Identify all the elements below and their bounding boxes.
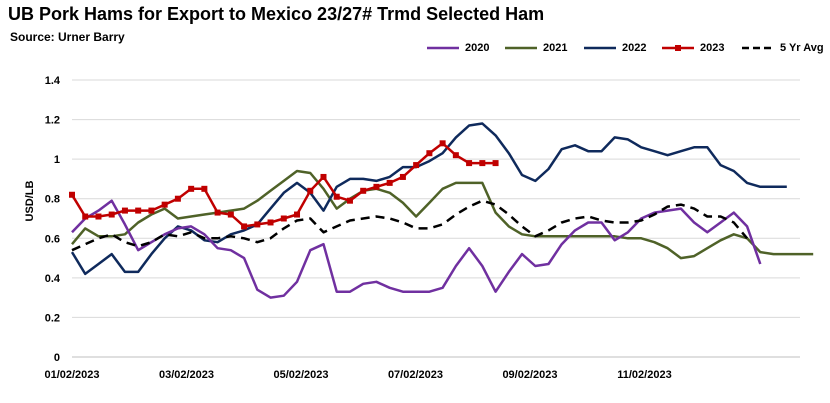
data-point bbox=[466, 160, 473, 167]
x-tick-labels: 01/02/2023 03/02/2023 05/02/2023 07/02/2023… bbox=[44, 369, 671, 381]
data-point bbox=[135, 207, 142, 214]
data-point bbox=[346, 197, 353, 204]
data-point bbox=[188, 185, 195, 192]
data-point bbox=[82, 213, 89, 220]
y-tick-label: 1.2 bbox=[45, 115, 60, 127]
y-axis-label: USD/LB bbox=[24, 180, 36, 221]
data-point bbox=[399, 173, 406, 180]
data-point bbox=[439, 140, 446, 147]
x-tick-label: 11/02/2023 bbox=[617, 369, 671, 381]
gridlines bbox=[72, 79, 800, 318]
y-tick-label: 1 bbox=[54, 154, 60, 166]
data-point bbox=[95, 213, 102, 220]
data-point bbox=[254, 221, 261, 228]
data-point bbox=[201, 185, 208, 192]
data-point bbox=[413, 162, 420, 169]
legend-label: 2022 bbox=[622, 42, 647, 54]
data-point bbox=[307, 187, 314, 194]
data-point bbox=[241, 223, 248, 230]
data-point bbox=[148, 207, 155, 214]
y-tick-label: 0.4 bbox=[45, 273, 61, 285]
data-point bbox=[161, 201, 168, 208]
data-point bbox=[69, 191, 75, 198]
y-tick-labels: 0 0.2 0.4 0.6 0.8 1 1.2 1.4 bbox=[45, 75, 61, 364]
y-tick-label: 1.4 bbox=[45, 75, 61, 87]
legend-swatch bbox=[742, 46, 774, 50]
x-tick-label: 01/02/2023 bbox=[44, 369, 99, 381]
chart-title: UB Pork Hams for Export to Mexico 23/27#… bbox=[8, 4, 545, 24]
legend-label: 2023 bbox=[700, 42, 725, 54]
data-point bbox=[121, 207, 128, 214]
data-point bbox=[280, 215, 287, 222]
series-line-2021 bbox=[71, 169, 814, 260]
y-tick-label: 0.8 bbox=[45, 194, 60, 206]
y-tick-label: 0 bbox=[54, 352, 60, 364]
data-point bbox=[452, 152, 459, 159]
data-point bbox=[214, 209, 221, 216]
data-point bbox=[267, 219, 274, 226]
data-point bbox=[227, 211, 234, 218]
data-point bbox=[108, 211, 115, 218]
legend-swatch bbox=[584, 46, 616, 50]
data-point bbox=[426, 150, 433, 157]
x-tick-label: 03/02/2023 bbox=[159, 369, 214, 381]
series-line-2022 bbox=[70, 122, 787, 276]
series-line-5-yr-avg bbox=[71, 199, 749, 252]
series-line-2020 bbox=[71, 199, 762, 299]
legend-label: 2021 bbox=[543, 42, 568, 54]
data-point bbox=[373, 183, 380, 190]
legend-swatch bbox=[662, 45, 694, 51]
data-point bbox=[294, 211, 301, 218]
legend-label: 2020 bbox=[465, 42, 490, 54]
legend-swatch bbox=[505, 46, 537, 50]
chart-subtitle: Source: Urner Barry bbox=[10, 30, 125, 44]
series-lines bbox=[69, 122, 814, 299]
legend-label: 5 Yr Avg bbox=[780, 42, 824, 54]
x-tick-label: 07/02/2023 bbox=[388, 369, 443, 381]
data-point bbox=[174, 195, 181, 202]
x-tick-label: 05/02/2023 bbox=[273, 369, 328, 381]
data-point bbox=[320, 173, 327, 180]
data-point bbox=[360, 187, 367, 194]
y-tick-label: 0.6 bbox=[45, 233, 60, 245]
data-point bbox=[479, 160, 486, 167]
data-point bbox=[386, 179, 393, 186]
legend-swatch bbox=[427, 46, 459, 50]
data-point bbox=[333, 193, 340, 200]
y-tick-label: 0.2 bbox=[45, 312, 60, 324]
data-point bbox=[492, 160, 499, 167]
x-tick-label: 09/02/2023 bbox=[502, 369, 557, 381]
